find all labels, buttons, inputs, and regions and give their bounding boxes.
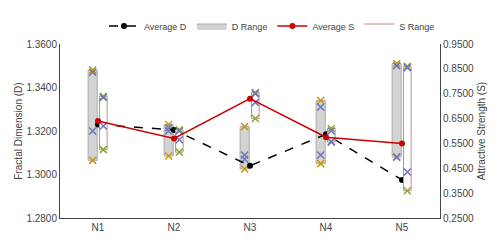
svg-text:1.2800: 1.2800 [26, 213, 57, 224]
svg-text:0.3500: 0.3500 [443, 188, 474, 199]
svg-text:N2: N2 [168, 222, 181, 233]
svg-text:0.7500: 0.7500 [443, 88, 474, 99]
svg-text:1.3400: 1.3400 [26, 82, 57, 93]
svg-text:0.9500: 0.9500 [443, 39, 474, 50]
svg-text:0.4500: 0.4500 [443, 163, 474, 174]
svg-text:N1: N1 [92, 222, 105, 233]
svg-text:0.6500: 0.6500 [443, 113, 474, 124]
svg-text:0.8500: 0.8500 [443, 63, 474, 74]
svg-text:Average D: Average D [144, 22, 187, 32]
svg-text:1.3000: 1.3000 [26, 169, 57, 180]
svg-text:1.3600: 1.3600 [26, 39, 57, 50]
svg-text:0.2500: 0.2500 [443, 213, 474, 224]
svg-text:0.5500: 0.5500 [443, 138, 474, 149]
svg-text:1.3200: 1.3200 [26, 126, 57, 137]
svg-text:Attractive Strength (S): Attractive Strength (S) [476, 82, 487, 180]
svg-text:N4: N4 [320, 222, 333, 233]
svg-text:N3: N3 [244, 222, 257, 233]
svg-text:Fractal Dimension (D): Fractal Dimension (D) [13, 82, 24, 179]
svg-text:D Range: D Range [232, 22, 268, 32]
svg-text:Average S: Average S [312, 22, 354, 32]
svg-text:S Range: S Range [399, 22, 434, 32]
svg-text:N5: N5 [396, 222, 409, 233]
